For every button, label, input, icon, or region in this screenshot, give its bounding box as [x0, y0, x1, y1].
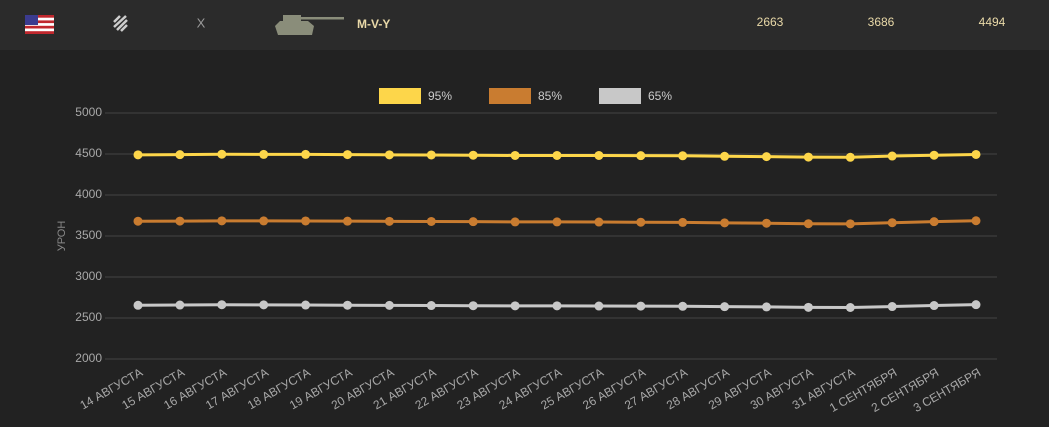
- data-point: [678, 217, 688, 227]
- legend-label: 85%: [538, 89, 562, 103]
- stat-value: 2663: [757, 15, 784, 29]
- data-point: [971, 216, 981, 226]
- y-tick-label: 3000: [75, 269, 102, 283]
- data-point: [133, 216, 143, 226]
- data-point: [971, 149, 981, 159]
- data-point: [510, 301, 520, 311]
- data-point: [259, 300, 269, 310]
- tank-name: M-V-Y: [357, 17, 390, 31]
- data-point: [510, 150, 520, 160]
- data-point: [217, 216, 227, 226]
- data-point: [803, 219, 813, 229]
- top-bar: [0, 0, 1049, 50]
- data-point: [259, 216, 269, 226]
- data-point: [175, 300, 185, 310]
- data-point: [887, 151, 897, 161]
- y-tick-label: 4000: [75, 187, 102, 201]
- data-point: [217, 300, 227, 310]
- data-point: [510, 217, 520, 227]
- data-point: [133, 300, 143, 310]
- stat-value: 4494: [979, 15, 1006, 29]
- data-point: [803, 302, 813, 312]
- class-icon: [113, 15, 128, 32]
- data-point: [929, 150, 939, 160]
- legend-label: 95%: [428, 89, 452, 103]
- data-point: [217, 149, 227, 159]
- legend-label: 65%: [648, 89, 672, 103]
- data-point: [594, 217, 604, 227]
- data-point: [929, 301, 939, 311]
- data-point: [301, 300, 311, 310]
- data-point: [636, 217, 646, 227]
- legend-swatch: [599, 88, 641, 104]
- data-point: [384, 150, 394, 160]
- data-point: [720, 302, 730, 312]
- data-point: [175, 216, 185, 226]
- data-point: [343, 216, 352, 226]
- legend-swatch: [489, 88, 531, 104]
- y-tick-label: 5000: [75, 105, 102, 119]
- flag-icon: [25, 15, 54, 34]
- data-point: [636, 301, 646, 311]
- data-point: [845, 152, 855, 162]
- data-point: [468, 301, 478, 311]
- data-point: [175, 150, 185, 160]
- data-point: [133, 150, 143, 160]
- y-axis-label: УРОН: [56, 221, 68, 252]
- data-point: [762, 302, 771, 312]
- data-point: [301, 216, 311, 226]
- data-point: [971, 300, 981, 310]
- y-tick-label: 4500: [75, 146, 102, 160]
- data-point: [803, 152, 813, 162]
- data-point: [678, 151, 688, 161]
- data-point: [343, 300, 352, 310]
- data-point: [301, 149, 311, 159]
- data-point: [887, 302, 897, 312]
- data-point: [468, 150, 478, 160]
- data-point: [929, 217, 939, 227]
- data-point: [552, 150, 562, 160]
- data-point: [678, 301, 688, 311]
- data-point: [426, 216, 436, 226]
- data-point: [384, 216, 394, 226]
- y-tick-label: 2500: [75, 310, 102, 324]
- data-point: [259, 149, 269, 159]
- y-tick-label: 3500: [75, 228, 102, 242]
- stat-value: 3686: [868, 15, 895, 29]
- data-point: [720, 218, 730, 228]
- tier: X: [197, 15, 206, 30]
- data-point: [594, 150, 604, 160]
- data-point: [384, 300, 394, 310]
- data-point: [594, 301, 604, 311]
- data-point: [762, 152, 771, 162]
- y-tick-label: 2000: [75, 351, 102, 365]
- data-point: [468, 217, 478, 227]
- data-point: [552, 217, 562, 227]
- data-point: [426, 150, 436, 160]
- data-point: [887, 218, 897, 228]
- data-point: [845, 219, 855, 229]
- legend-swatch: [379, 88, 421, 104]
- data-point: [845, 303, 855, 313]
- data-point: [552, 301, 562, 311]
- data-point: [636, 151, 646, 161]
- data-point: [426, 301, 436, 311]
- data-point: [762, 218, 771, 228]
- data-point: [343, 150, 352, 160]
- data-point: [720, 151, 730, 161]
- tank-icon: [275, 15, 344, 35]
